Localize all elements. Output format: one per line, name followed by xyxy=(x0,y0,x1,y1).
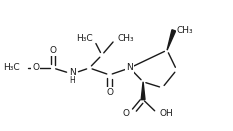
Polygon shape xyxy=(167,30,176,50)
Text: O: O xyxy=(49,46,56,55)
Text: CH₃: CH₃ xyxy=(117,34,134,43)
Text: N: N xyxy=(126,64,133,72)
Text: O: O xyxy=(106,88,113,97)
Text: OH: OH xyxy=(159,109,173,118)
Text: O: O xyxy=(123,109,130,118)
Text: H₃C: H₃C xyxy=(76,34,92,43)
Text: N: N xyxy=(69,68,75,77)
Text: H₃C: H₃C xyxy=(3,64,19,72)
Text: H: H xyxy=(69,76,75,85)
Text: O: O xyxy=(32,64,39,72)
Text: CH₃: CH₃ xyxy=(177,26,193,35)
Polygon shape xyxy=(141,82,145,100)
